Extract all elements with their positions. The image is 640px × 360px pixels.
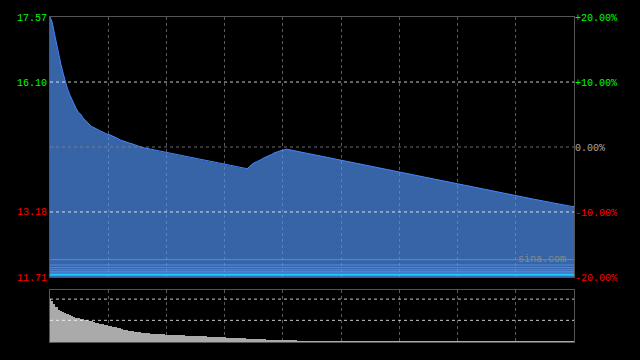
svg-text:16.10: 16.10 (17, 78, 47, 89)
svg-text:-10.00%: -10.00% (575, 208, 617, 219)
svg-text:sina.com: sina.com (518, 254, 566, 265)
svg-text:0.00%: 0.00% (575, 143, 605, 154)
svg-text:+10.00%: +10.00% (575, 78, 617, 89)
svg-text:-20.00%: -20.00% (575, 273, 617, 284)
svg-text:+20.00%: +20.00% (575, 13, 617, 24)
svg-text:11.71: 11.71 (17, 273, 47, 284)
svg-text:17.57: 17.57 (17, 13, 47, 24)
svg-text:13.18: 13.18 (17, 207, 47, 218)
